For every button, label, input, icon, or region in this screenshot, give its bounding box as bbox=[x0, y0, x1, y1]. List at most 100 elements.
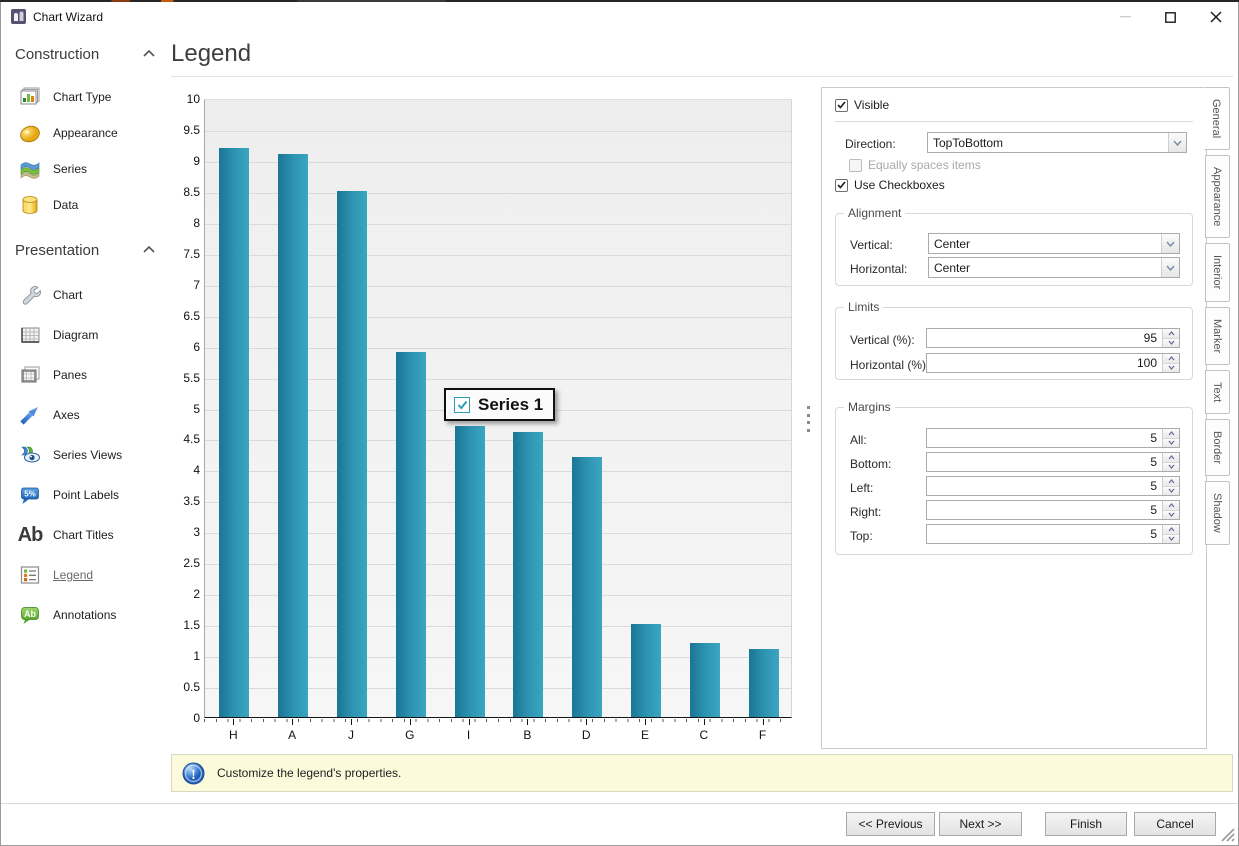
minimize-button[interactable] bbox=[1103, 2, 1148, 32]
next-button[interactable]: Next >> bbox=[939, 812, 1022, 836]
cancel-button[interactable]: Cancel bbox=[1134, 812, 1216, 836]
gridline bbox=[205, 564, 791, 566]
section-construction[interactable]: Construction bbox=[15, 46, 155, 66]
sidebar-item-panes[interactable]: Panes bbox=[1, 358, 166, 392]
sidebar-item-label: Series Views bbox=[53, 448, 123, 462]
horizontal-alignment-select[interactable]: Center bbox=[928, 257, 1180, 278]
use-checkboxes-checkbox[interactable]: Use Checkboxes bbox=[835, 178, 945, 192]
wizard-sidebar: Construction Chart Type bbox=[1, 34, 166, 845]
sidebar-item-series-views[interactable]: Series Views bbox=[1, 438, 166, 472]
chevron-down-icon[interactable] bbox=[1161, 258, 1179, 277]
field-value: 95 bbox=[1143, 331, 1157, 345]
margin-top-field[interactable]: 5 bbox=[926, 524, 1180, 544]
collapse-icon[interactable] bbox=[143, 50, 155, 58]
maximize-button[interactable] bbox=[1148, 2, 1193, 32]
margin-all-field[interactable]: 5 bbox=[926, 428, 1180, 448]
gridline bbox=[205, 626, 791, 628]
chart-legend[interactable]: Series 1 bbox=[444, 388, 556, 421]
tab-shadow[interactable]: Shadow bbox=[1205, 481, 1230, 545]
tab-appearance[interactable]: Appearance bbox=[1205, 155, 1230, 239]
sidebar-item-chart-titles[interactable]: Ab Chart Titles bbox=[1, 518, 166, 552]
spin-down-icon[interactable] bbox=[1163, 510, 1179, 519]
margin-left-field[interactable]: 5 bbox=[926, 476, 1180, 496]
right-label: Right: bbox=[850, 505, 882, 519]
spin-up-icon[interactable] bbox=[1163, 453, 1179, 463]
titlebar: Chart Wizard bbox=[1, 2, 1238, 32]
tab-general[interactable]: General bbox=[1204, 87, 1230, 151]
splitter-handle[interactable] bbox=[807, 406, 811, 432]
checkbox[interactable] bbox=[849, 158, 862, 172]
spin-up-icon[interactable] bbox=[1163, 501, 1179, 511]
sidebar-item-label: Chart Titles bbox=[53, 528, 114, 542]
sidebar-item-diagram[interactable]: Diagram bbox=[1, 318, 166, 352]
legend-icon bbox=[17, 562, 43, 588]
vertical-alignment-select[interactable]: Center bbox=[928, 233, 1180, 254]
checkbox[interactable] bbox=[835, 178, 848, 192]
tab-text[interactable]: Text bbox=[1205, 369, 1230, 415]
chevron-down-icon[interactable] bbox=[1168, 133, 1186, 152]
spin-up-icon[interactable] bbox=[1163, 477, 1179, 487]
tab-border[interactable]: Border bbox=[1205, 419, 1230, 477]
sidebar-item-appearance[interactable]: Appearance bbox=[1, 116, 166, 150]
group-title: Alignment bbox=[848, 206, 902, 220]
spin-down-icon[interactable] bbox=[1163, 338, 1179, 347]
direction-label: Direction: bbox=[845, 137, 896, 151]
previous-button[interactable]: << Previous bbox=[846, 812, 935, 836]
sidebar-item-label: Chart Type bbox=[53, 90, 112, 104]
spin-up-icon[interactable] bbox=[1163, 354, 1179, 364]
vertical-limit-field[interactable]: 95 bbox=[926, 328, 1180, 348]
visible-checkbox[interactable]: Visible bbox=[835, 98, 889, 112]
annotations-icon: Ab bbox=[17, 602, 43, 628]
series-checkbox[interactable] bbox=[454, 396, 470, 413]
finish-button[interactable]: Finish bbox=[1045, 812, 1127, 836]
close-button[interactable] bbox=[1193, 2, 1238, 32]
bar bbox=[572, 457, 603, 717]
spin-down-icon[interactable] bbox=[1163, 486, 1179, 495]
sidebar-item-data[interactable]: Data bbox=[1, 188, 166, 222]
svg-text:5%: 5% bbox=[24, 490, 36, 499]
x-tick-label: D bbox=[581, 728, 591, 742]
x-tick-label: J bbox=[348, 728, 354, 742]
sidebar-item-label: Chart bbox=[53, 288, 83, 302]
sidebar-item-series[interactable]: Series bbox=[1, 152, 166, 186]
direction-select[interactable]: TopToBottom bbox=[927, 132, 1187, 153]
margin-right-field[interactable]: 5 bbox=[926, 500, 1180, 520]
sidebar-item-annotations[interactable]: Ab Annotations bbox=[1, 598, 166, 632]
spin-up-icon[interactable] bbox=[1163, 525, 1179, 535]
y-tick-label: 1 bbox=[193, 649, 200, 664]
background-app-strip bbox=[0, 0, 1239, 2]
all-label: All: bbox=[850, 433, 867, 447]
sidebar-item-label: Axes bbox=[53, 408, 80, 422]
tab-interior[interactable]: Interior bbox=[1205, 243, 1230, 302]
checkbox[interactable] bbox=[835, 98, 848, 112]
sidebar-item-label: Annotations bbox=[53, 608, 117, 622]
spin-up-icon[interactable] bbox=[1163, 329, 1179, 339]
resize-grip[interactable] bbox=[1219, 826, 1235, 842]
spin-down-icon[interactable] bbox=[1163, 462, 1179, 471]
chart-type-icon bbox=[17, 84, 43, 110]
gridline bbox=[205, 533, 791, 535]
spin-down-icon[interactable] bbox=[1163, 438, 1179, 447]
equally-spaces-checkbox[interactable]: Equally spaces items bbox=[849, 158, 981, 172]
x-axis-tick bbox=[527, 719, 529, 725]
margin-bottom-field[interactable]: 5 bbox=[926, 452, 1180, 472]
sidebar-item-chart[interactable]: Chart bbox=[1, 278, 166, 312]
tab-marker[interactable]: Marker bbox=[1205, 306, 1230, 365]
divider bbox=[171, 76, 1233, 77]
sidebar-item-axes[interactable]: Axes bbox=[1, 398, 166, 432]
sidebar-item-chart-type[interactable]: Chart Type bbox=[1, 80, 166, 114]
spin-up-icon[interactable] bbox=[1163, 429, 1179, 439]
section-presentation[interactable]: Presentation bbox=[15, 242, 155, 262]
panes-icon bbox=[17, 362, 43, 388]
collapse-icon[interactable] bbox=[143, 246, 155, 254]
horizontal-limit-field[interactable]: 100 bbox=[926, 353, 1180, 373]
spin-down-icon[interactable] bbox=[1163, 534, 1179, 543]
chevron-down-icon[interactable] bbox=[1161, 234, 1179, 253]
x-tick-label: F bbox=[758, 728, 767, 742]
sidebar-item-point-labels[interactable]: 5% Point Labels bbox=[1, 478, 166, 512]
spin-down-icon[interactable] bbox=[1163, 363, 1179, 372]
database-icon bbox=[17, 192, 43, 218]
sidebar-item-legend[interactable]: Legend bbox=[1, 558, 166, 592]
chart-preview: 0 0.5 1 1.5 2 2.5 3 3.5 4 4.5 5 5.5 6 6.5 7 7.5 8 8.5 9 9.5… bbox=[176, 90, 794, 748]
